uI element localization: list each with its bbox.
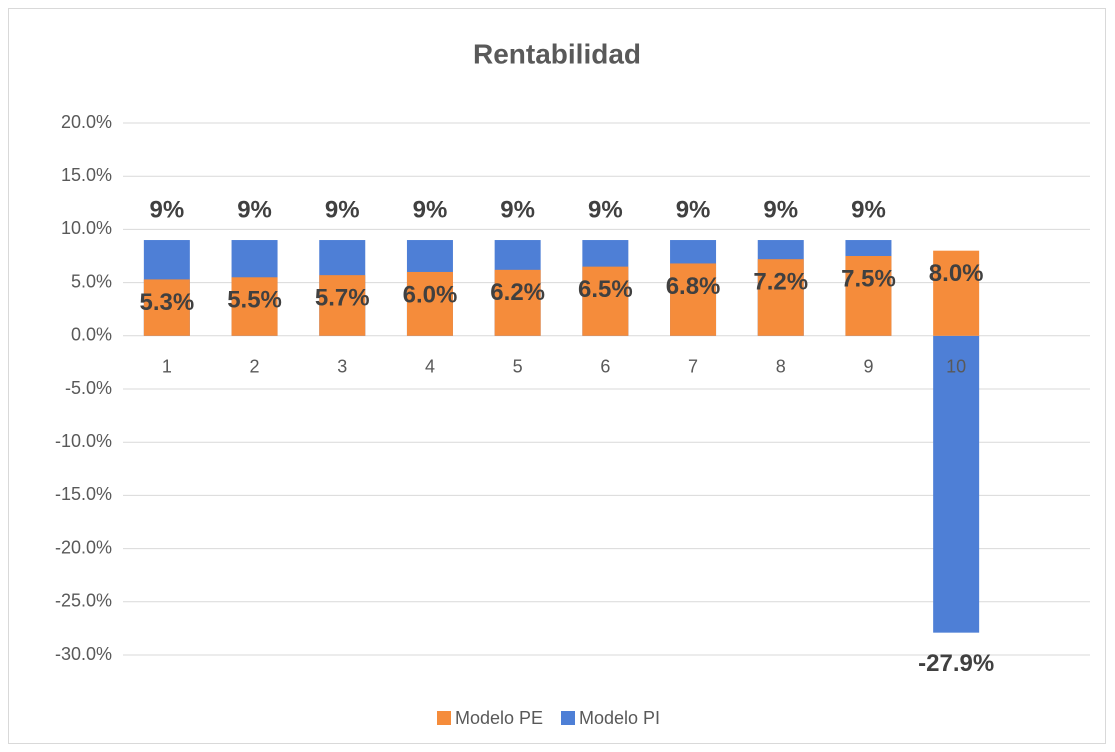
bar: [231, 277, 278, 336]
y-tick-label: 20.0%: [61, 112, 112, 132]
y-tick-label: -10.0%: [55, 431, 112, 451]
data-label: 7.2%: [753, 269, 808, 296]
data-label: 9%: [237, 196, 272, 223]
data-label: 8.0%: [929, 260, 984, 287]
legend-label: Modelo PE: [455, 708, 543, 728]
y-tick-label: -15.0%: [55, 484, 112, 504]
chart-title: Rentabilidad: [473, 38, 641, 69]
x-tick-label: 6: [600, 357, 610, 377]
x-tick-label: 10: [946, 357, 966, 377]
y-tick-label: -5.0%: [65, 378, 112, 398]
bar: [845, 256, 892, 336]
x-tick-label: 1: [162, 357, 172, 377]
bar: [319, 275, 366, 336]
bar: [757, 259, 804, 336]
data-label: 9%: [588, 196, 623, 223]
y-tick-label: 5.0%: [71, 271, 112, 291]
data-label: 7.5%: [841, 265, 896, 292]
data-label: 9%: [413, 196, 448, 223]
data-label: 6.2%: [490, 279, 545, 306]
data-label: 9%: [325, 196, 360, 223]
data-label: 9%: [763, 196, 798, 223]
data-label: 9%: [150, 196, 185, 223]
data-label: 5.5%: [227, 287, 282, 314]
y-tick-label: 15.0%: [61, 165, 112, 185]
x-tick-label: 3: [337, 357, 347, 377]
bar: [406, 271, 453, 336]
legend-swatch: [561, 711, 575, 725]
y-tick-label: -30.0%: [55, 644, 112, 664]
bar: [670, 263, 717, 336]
data-label: 6.0%: [403, 281, 458, 308]
data-label: 9%: [851, 196, 886, 223]
chart-border: [8, 8, 1106, 744]
x-tick-label: 5: [513, 357, 523, 377]
y-tick-label: 10.0%: [61, 218, 112, 238]
bar: [143, 279, 190, 336]
data-label: 5.7%: [315, 284, 370, 311]
data-label: 9%: [500, 196, 535, 223]
bar: [933, 335, 980, 633]
legend-swatch: [437, 711, 451, 725]
y-tick-label: -25.0%: [55, 591, 112, 611]
x-tick-label: 9: [863, 357, 873, 377]
x-tick-label: 8: [776, 357, 786, 377]
y-tick-label: 0.0%: [71, 325, 112, 345]
legend-label: Modelo PI: [579, 708, 660, 728]
data-label: -27.9%: [918, 650, 994, 677]
bar: [494, 269, 541, 336]
data-label: 9%: [676, 196, 711, 223]
bar: [933, 250, 980, 336]
x-tick-label: 2: [250, 357, 260, 377]
data-label: 5.3%: [139, 289, 194, 316]
x-tick-label: 4: [425, 357, 435, 377]
data-label: 6.8%: [666, 273, 721, 300]
bar: [582, 266, 629, 336]
y-tick-label: -20.0%: [55, 537, 112, 557]
data-label: 6.5%: [578, 276, 633, 303]
x-tick-label: 7: [688, 357, 698, 377]
